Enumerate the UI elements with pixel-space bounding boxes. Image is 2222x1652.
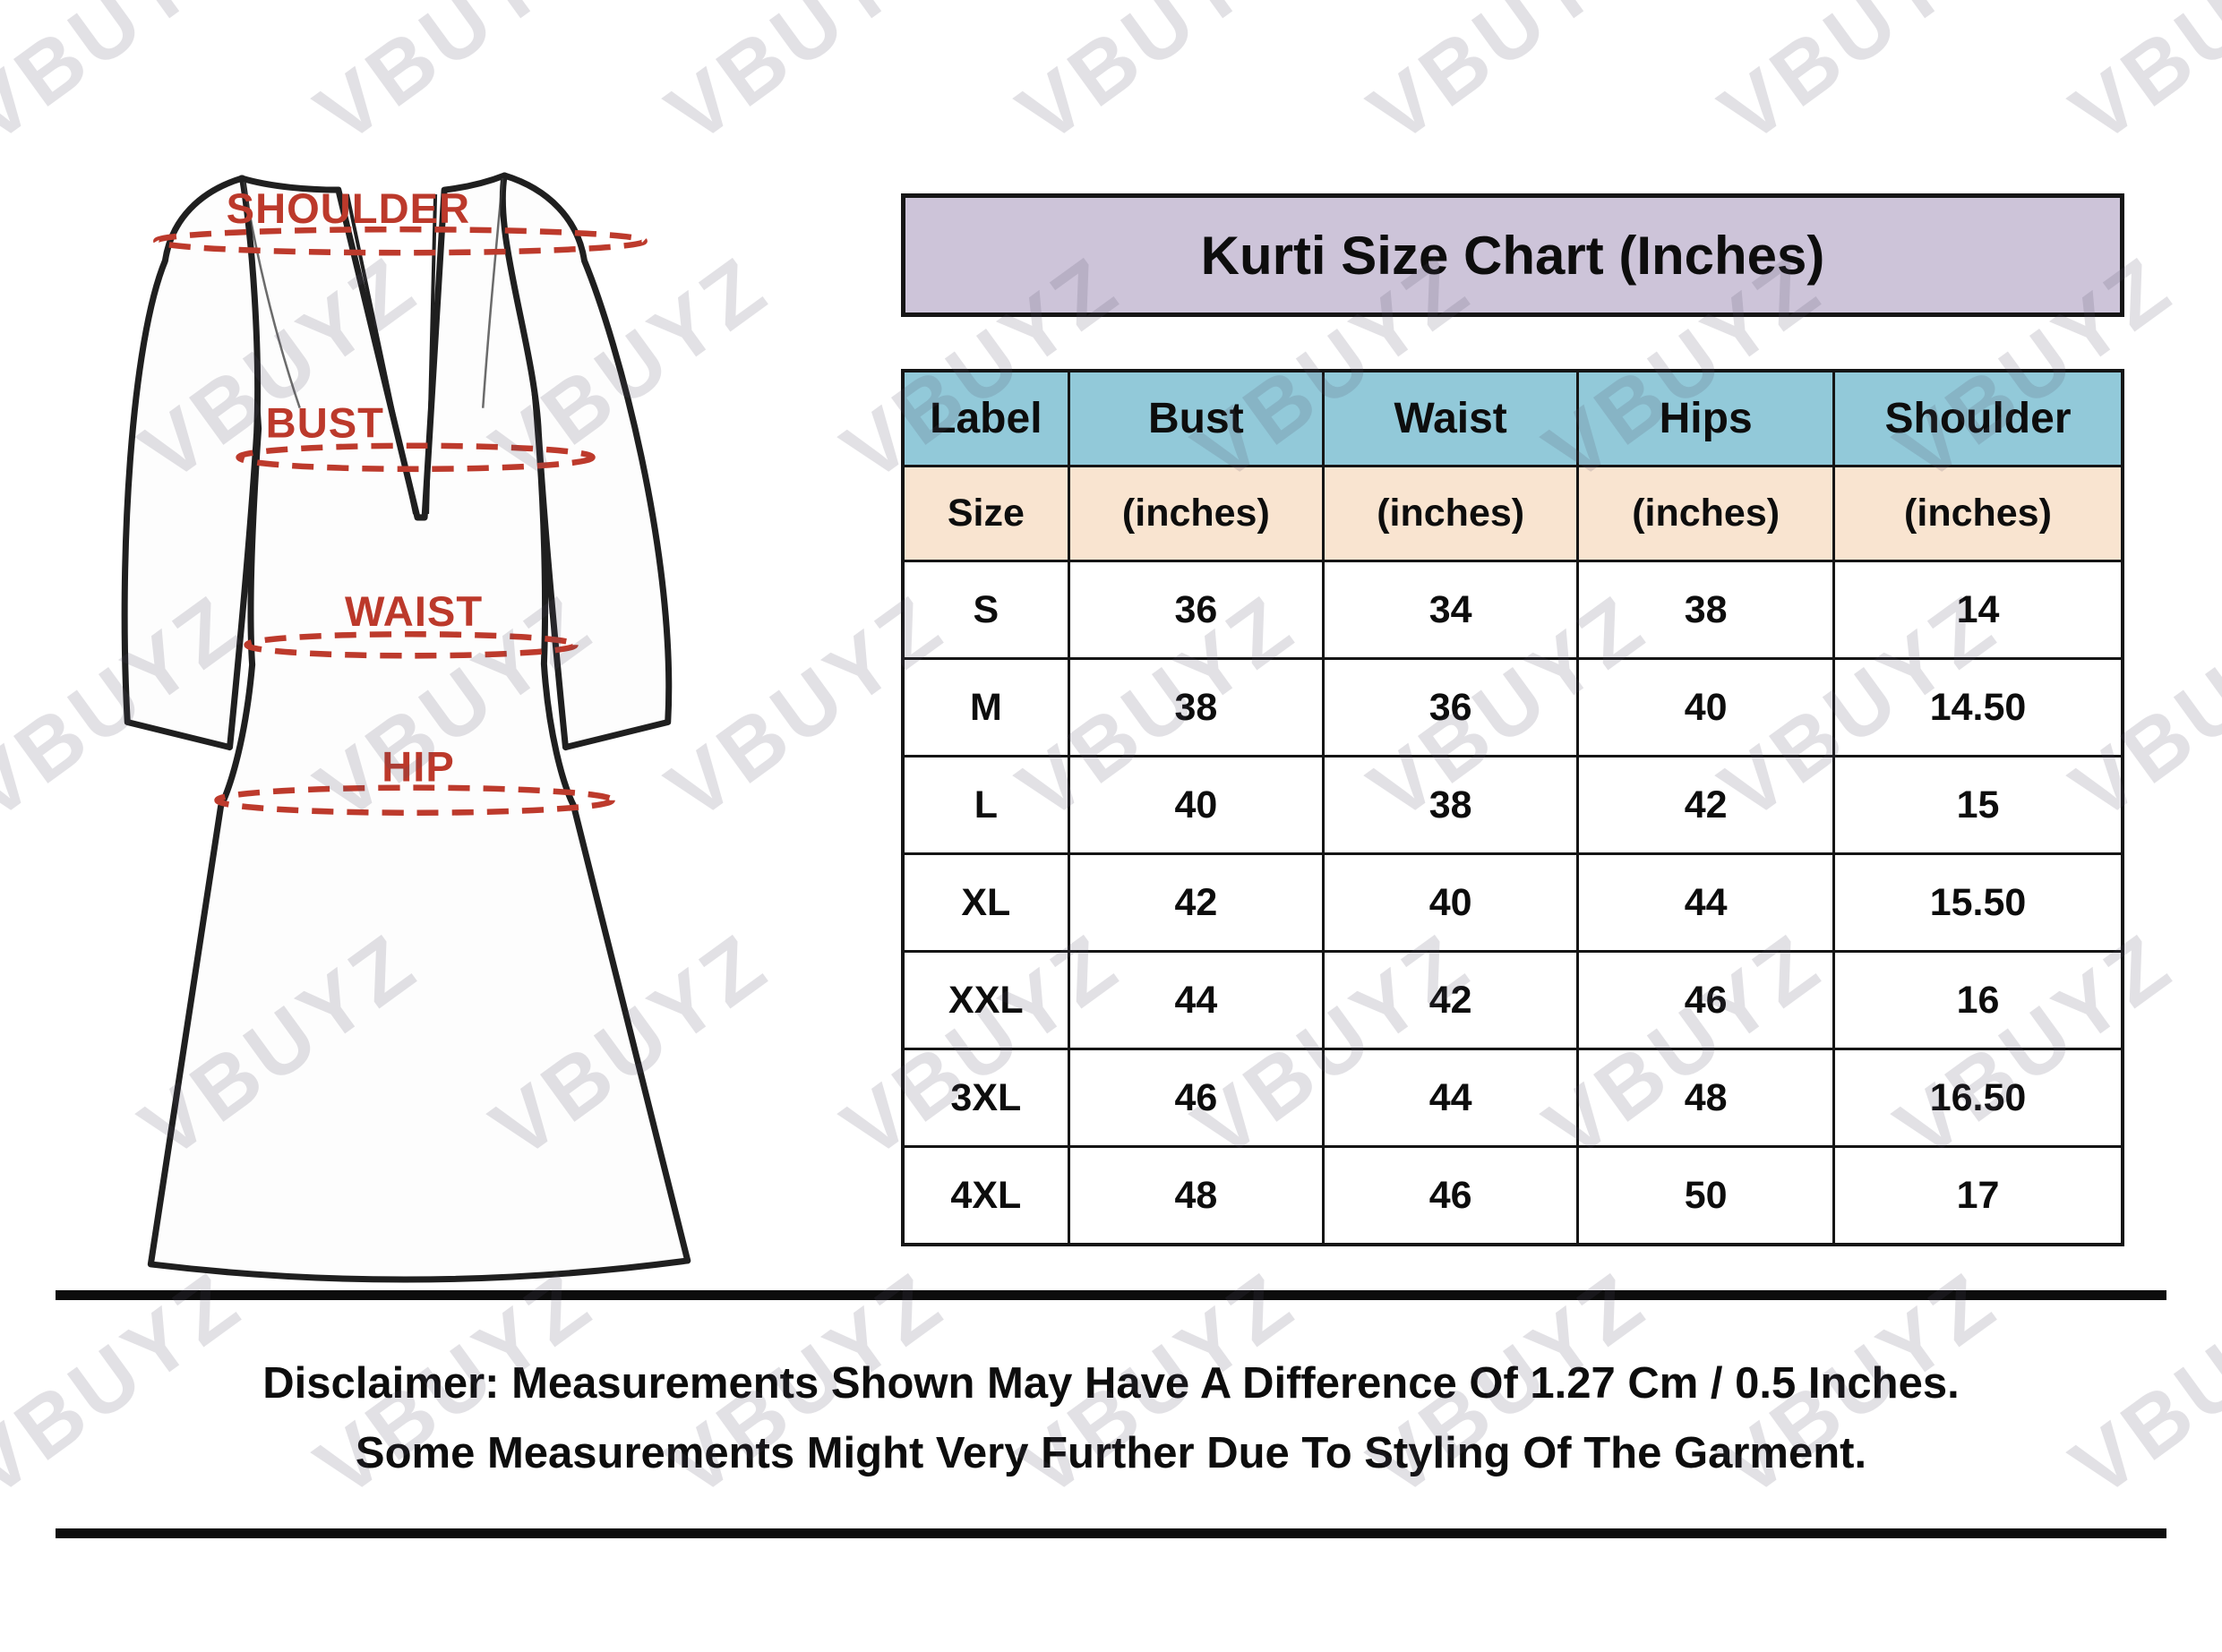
measurement-cell: 36 xyxy=(1325,660,1577,755)
measurement-cell: 36 xyxy=(1069,562,1323,657)
divider-line-top xyxy=(56,1290,2166,1300)
column-header-waist: Waist xyxy=(1325,372,1577,465)
measurement-cell: 38 xyxy=(1579,562,1832,657)
measurement-cell: 34 xyxy=(1325,562,1577,657)
column-header-bust: Bust xyxy=(1069,372,1323,465)
disclaimer-line-1: Disclaimer: Measurements Shown May Have … xyxy=(262,1359,1960,1408)
measurement-cell: 17 xyxy=(1834,1148,2121,1243)
measurement-cell: 42 xyxy=(1579,758,1832,852)
measurement-cell: 38 xyxy=(1069,660,1323,755)
measurement-cell: 14 xyxy=(1834,562,2121,657)
diagram-label-bust: BUST xyxy=(266,399,384,447)
neck-placket-line-left xyxy=(345,193,417,515)
watermark-text: VBUYZ xyxy=(1001,0,1313,162)
divider-line-bottom xyxy=(56,1528,2166,1538)
chart-title: Kurti Size Chart (Inches) xyxy=(1200,225,1825,286)
measurement-cell: 44 xyxy=(1325,1050,1577,1145)
size-label-cell: XXL xyxy=(905,953,1068,1048)
units-cell-hips: (inches) xyxy=(1579,467,1832,560)
measurement-cell: 14.50 xyxy=(1834,660,2121,755)
measurement-cell: 16.50 xyxy=(1834,1050,2121,1145)
measurement-cell: 42 xyxy=(1325,953,1577,1048)
measurement-cell: 46 xyxy=(1069,1050,1323,1145)
units-cell-size: Size xyxy=(905,467,1068,560)
watermark-text: VBUYZ xyxy=(1703,0,2015,162)
size-label-cell: 4XL xyxy=(905,1148,1068,1243)
size-label-cell: L xyxy=(905,758,1068,852)
shoulder-measure-line xyxy=(153,226,648,256)
diagram-label-waist: WAIST xyxy=(345,587,483,635)
hip-measure-line xyxy=(214,784,615,816)
measurement-cell: 40 xyxy=(1579,660,1832,755)
right-seam-line xyxy=(481,177,504,408)
measurement-cell: 48 xyxy=(1069,1148,1323,1243)
size-label-cell: XL xyxy=(905,855,1068,950)
watermark-text: VBUYZ xyxy=(2055,0,2222,162)
units-cell-shoulder: (inches) xyxy=(1834,467,2121,560)
measurement-cell: 38 xyxy=(1325,758,1577,852)
column-header-hips: Hips xyxy=(1579,372,1832,465)
chart-title-box: Kurti Size Chart (Inches) xyxy=(901,193,2124,317)
watermark-text: VBUYZ xyxy=(1352,0,1664,162)
size-label-cell: S xyxy=(905,562,1068,657)
measurement-cell: 40 xyxy=(1325,855,1577,950)
size-label-cell: 3XL xyxy=(905,1050,1068,1145)
measurement-cell: 15 xyxy=(1834,758,2121,852)
size-table: Label Bust Waist Hips Shoulder Size (inc… xyxy=(901,369,2124,1246)
watermark-text: VBUYZ xyxy=(0,0,260,162)
measurement-cell: 48 xyxy=(1579,1050,1832,1145)
kurti-diagram: SHOULDER BUST WAIST HIP xyxy=(121,172,691,1283)
measurement-cell: 44 xyxy=(1069,953,1323,1048)
measurement-cell: 42 xyxy=(1069,855,1323,950)
column-header-shoulder: Shoulder xyxy=(1834,372,2121,465)
measurement-cell: 44 xyxy=(1579,855,1832,950)
measurement-cell: 16 xyxy=(1834,953,2121,1048)
measurement-cell: 50 xyxy=(1579,1148,1832,1243)
diagram-label-hip: HIP xyxy=(382,743,455,791)
watermark-text: VBUYZ xyxy=(650,0,962,162)
kurti-left-sleeve xyxy=(121,175,262,751)
units-cell-bust: (inches) xyxy=(1069,467,1323,560)
watermark-text: VBUYZ xyxy=(299,0,611,162)
neck-placket-line-right xyxy=(425,194,438,514)
disclaimer: Disclaimer: Measurements Shown May Have … xyxy=(0,1348,2222,1489)
bust-measure-line xyxy=(236,442,596,473)
measurement-cell: 40 xyxy=(1069,758,1323,852)
diagram-label-shoulder: SHOULDER xyxy=(227,184,470,232)
left-seam-line xyxy=(243,181,301,409)
measurement-cell: 46 xyxy=(1579,953,1832,1048)
measurement-cell: 15.50 xyxy=(1834,855,2121,950)
waist-measure-line xyxy=(244,630,579,659)
column-header-label: Label xyxy=(905,372,1068,465)
size-label-cell: M xyxy=(905,660,1068,755)
disclaimer-line-2: Some Measurements Might Very Further Due… xyxy=(355,1429,1867,1478)
measurement-cell: 46 xyxy=(1325,1148,1577,1243)
units-cell-waist: (inches) xyxy=(1325,467,1577,560)
